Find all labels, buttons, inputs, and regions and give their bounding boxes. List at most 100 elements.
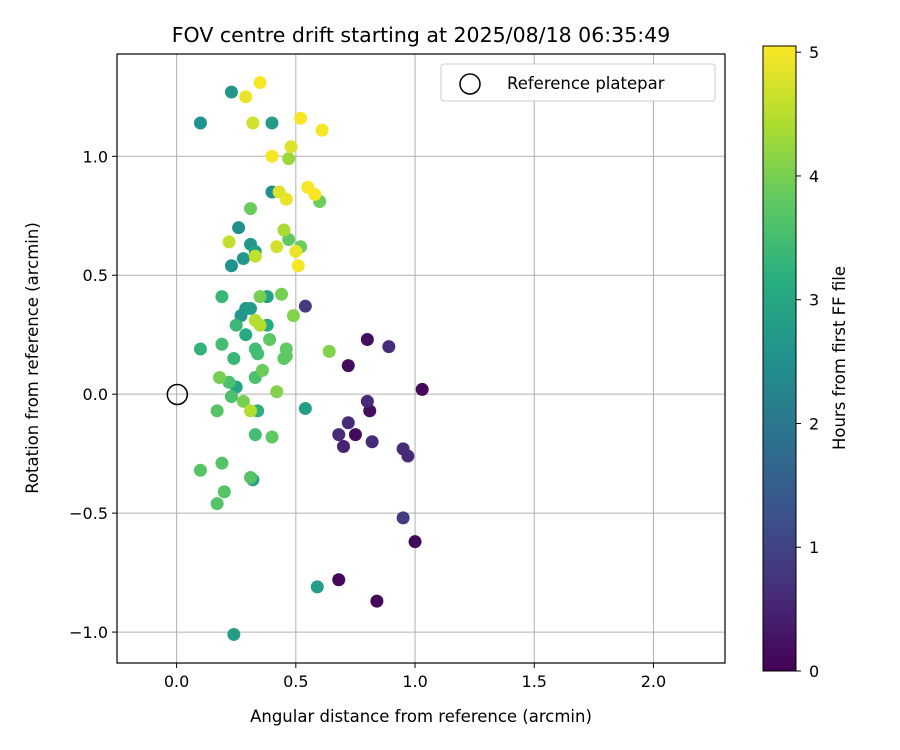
x-axis-ticks: 0.0 0.5 1.0 1.5 2.0 xyxy=(164,663,666,691)
y-tick-label: −1.0 xyxy=(69,623,108,642)
data-point xyxy=(236,252,250,266)
data-point xyxy=(193,342,207,356)
data-point xyxy=(310,580,324,594)
x-tick-label: 1.5 xyxy=(522,672,547,691)
data-point xyxy=(222,235,236,249)
y-axis-ticks: −1.0 −0.5 0.0 0.5 1.0 xyxy=(69,147,117,642)
data-point xyxy=(341,359,355,373)
data-point xyxy=(279,192,293,206)
data-point xyxy=(294,111,308,125)
data-point xyxy=(308,187,322,201)
data-point xyxy=(227,627,241,641)
colorbar-tick-label: 2 xyxy=(809,414,819,433)
data-point xyxy=(282,152,296,166)
data-point xyxy=(239,328,253,342)
data-point xyxy=(213,371,227,385)
legend-marker-open-circle xyxy=(459,73,481,95)
colorbar-label: Hours from first FF file xyxy=(830,266,849,450)
colorbar-tick-label: 0 xyxy=(809,662,819,681)
colorbar-gradient xyxy=(762,45,797,672)
data-point xyxy=(239,90,253,104)
data-point xyxy=(236,394,250,408)
legend-entry-label: Reference platepar xyxy=(507,74,665,93)
data-point xyxy=(193,116,207,130)
data-point xyxy=(275,287,289,301)
grid-lines xyxy=(117,54,725,663)
data-point xyxy=(360,394,374,408)
legend-box xyxy=(440,63,716,102)
data-point xyxy=(322,344,336,358)
data-point xyxy=(270,385,284,399)
data-point xyxy=(401,449,415,463)
data-point xyxy=(248,428,262,442)
data-point xyxy=(253,290,267,304)
y-axis-label: Rotation from reference (arcmin) xyxy=(23,222,42,494)
plot-frame xyxy=(116,53,726,664)
data-point xyxy=(265,430,279,444)
data-point xyxy=(277,223,291,237)
data-point xyxy=(289,244,303,258)
colorbar-ticks: 0 1 2 3 4 5 xyxy=(796,43,819,681)
data-point xyxy=(210,497,224,511)
colorbar-tick-label: 3 xyxy=(809,291,819,310)
x-tick-label: 0.0 xyxy=(164,672,189,691)
data-point xyxy=(360,332,374,346)
data-point xyxy=(348,428,362,442)
data-point xyxy=(265,116,279,130)
data-point xyxy=(265,149,279,163)
x-axis-label: Angular distance from reference (arcmin) xyxy=(250,707,592,726)
y-tick-label: 0.0 xyxy=(83,385,108,404)
data-point xyxy=(382,340,396,354)
data-point xyxy=(298,401,312,415)
data-point xyxy=(251,347,265,361)
y-tick-label: −0.5 xyxy=(69,504,108,523)
data-point xyxy=(232,221,246,235)
data-point xyxy=(244,302,258,316)
x-tick-label: 1.0 xyxy=(402,672,427,691)
data-point xyxy=(332,428,346,442)
data-point xyxy=(224,85,238,99)
data-point xyxy=(253,76,267,90)
data-point xyxy=(341,416,355,430)
data-point xyxy=(224,259,238,273)
chart-title: FOV centre drift starting at 2025/08/18 … xyxy=(172,23,671,47)
y-tick-label: 0.5 xyxy=(83,266,108,285)
data-point xyxy=(210,404,224,418)
data-point xyxy=(396,511,410,525)
data-point xyxy=(286,309,300,323)
data-point xyxy=(253,318,267,332)
x-tick-label: 2.0 xyxy=(641,672,666,691)
colorbar: 0 1 2 3 4 5 Hours from first FF file xyxy=(762,43,849,681)
data-point xyxy=(244,202,258,216)
legend: Reference platepar xyxy=(440,63,716,102)
data-point xyxy=(370,594,384,608)
data-point xyxy=(315,123,329,137)
data-point xyxy=(415,382,429,396)
data-point xyxy=(284,140,298,154)
data-point xyxy=(298,299,312,313)
data-points xyxy=(193,76,429,641)
data-point xyxy=(215,337,229,351)
data-point xyxy=(217,485,231,499)
data-point xyxy=(263,332,277,346)
reference-platepar-marker xyxy=(166,383,189,406)
colorbar-tick-label: 5 xyxy=(809,43,819,62)
data-point xyxy=(270,240,284,254)
data-point xyxy=(332,573,346,587)
data-point xyxy=(246,116,260,130)
data-point xyxy=(244,404,258,418)
data-point xyxy=(193,463,207,477)
y-tick-label: 1.0 xyxy=(83,147,108,166)
data-point xyxy=(291,259,305,273)
data-point xyxy=(279,349,293,363)
data-point xyxy=(224,390,238,404)
data-point xyxy=(255,363,269,377)
data-point xyxy=(215,456,229,470)
data-point xyxy=(229,318,243,332)
colorbar-tick-label: 4 xyxy=(809,167,819,186)
data-point xyxy=(227,352,241,365)
data-point xyxy=(337,440,351,454)
data-point xyxy=(248,249,262,263)
data-point xyxy=(408,535,422,549)
